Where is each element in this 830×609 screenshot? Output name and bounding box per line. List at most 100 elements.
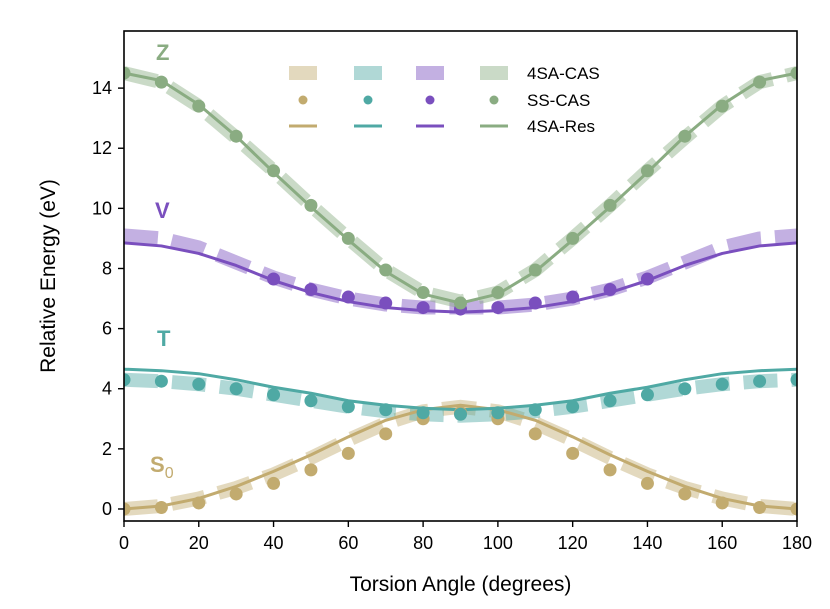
ss-point-z bbox=[603, 198, 617, 212]
ss-point-z bbox=[229, 129, 243, 143]
ss-point-z bbox=[491, 286, 505, 300]
y-axis-label: Relative Energy (eV) bbox=[37, 179, 60, 373]
ss-point-z bbox=[379, 263, 393, 277]
ss-point-t bbox=[454, 407, 467, 421]
ss-point-s0 bbox=[229, 487, 243, 501]
ss-point-s0 bbox=[304, 463, 318, 477]
legend-ss-swatch-v bbox=[425, 95, 435, 105]
ss-point-z bbox=[640, 164, 654, 178]
ss-point-s0 bbox=[790, 502, 797, 516]
ss-point-s0 bbox=[566, 446, 580, 460]
ss-point-z bbox=[267, 164, 281, 178]
plot-layer bbox=[124, 66, 797, 516]
ss-point-t bbox=[753, 374, 767, 388]
legend: 4SA-CAS SS-CAS 4SA-Res bbox=[289, 64, 600, 136]
ss-point-t bbox=[304, 394, 318, 408]
x-tick-label: 180 bbox=[782, 533, 812, 553]
ss-point-s0 bbox=[192, 496, 206, 510]
ss-point-s0 bbox=[379, 427, 393, 441]
ss-point-t bbox=[678, 382, 692, 396]
ss-point-z bbox=[341, 231, 355, 245]
ss-point-t bbox=[229, 382, 243, 396]
state-label-z: Z bbox=[156, 40, 169, 65]
ss-point-t bbox=[603, 394, 617, 408]
state-label-base: V bbox=[155, 198, 170, 223]
ss-point-t bbox=[715, 377, 729, 391]
state-label-v: V bbox=[155, 198, 170, 223]
legend-ss-swatch-s0 bbox=[298, 95, 308, 105]
ss-point-v bbox=[267, 272, 281, 286]
ss-point-t bbox=[154, 374, 168, 388]
ss-point-t bbox=[566, 400, 580, 414]
state-label-base: S bbox=[150, 452, 165, 477]
ss-point-s0 bbox=[267, 476, 281, 490]
x-tick-label: 40 bbox=[264, 533, 284, 553]
ss-point-t bbox=[491, 406, 505, 420]
ss-point-v bbox=[341, 290, 355, 304]
x-tick-label: 60 bbox=[338, 533, 358, 553]
legend-ss-swatch-t bbox=[363, 95, 373, 105]
ss-point-s0 bbox=[341, 446, 355, 460]
ss-point-t bbox=[640, 388, 654, 402]
ss-point-s0 bbox=[528, 427, 542, 441]
ss-point-t bbox=[192, 377, 206, 391]
ss-point-s0 bbox=[603, 463, 617, 477]
ss-point-z bbox=[566, 231, 580, 245]
ss-point-s0 bbox=[124, 502, 131, 516]
x-tick-label: 160 bbox=[707, 533, 737, 553]
y-tick-label: 12 bbox=[92, 138, 112, 158]
ss-point-v bbox=[491, 301, 505, 315]
y-tick-label: 10 bbox=[92, 198, 112, 218]
ss-point-s0 bbox=[753, 500, 767, 514]
x-tick-label: 100 bbox=[483, 533, 513, 553]
state-labels: S0 T V Z bbox=[150, 40, 174, 482]
ss-point-s0 bbox=[640, 476, 654, 490]
ss-point-v bbox=[603, 283, 617, 297]
state-label-s0: S0 bbox=[150, 452, 174, 482]
ss-point-t bbox=[528, 403, 542, 417]
ss-point-v bbox=[379, 296, 393, 310]
ss-point-z bbox=[416, 286, 430, 300]
ss-point-s0 bbox=[678, 487, 692, 501]
state-label-base: Z bbox=[156, 40, 169, 65]
ss-point-z bbox=[192, 99, 206, 113]
x-tick-label: 0 bbox=[119, 533, 129, 553]
ss-point-t bbox=[341, 400, 355, 414]
ss-point-v bbox=[566, 290, 580, 304]
legend-label: SS-CAS bbox=[527, 91, 590, 110]
ss-point-t bbox=[416, 406, 430, 420]
legend-label: 4SA-Res bbox=[527, 117, 595, 136]
ss-point-z bbox=[124, 66, 131, 80]
cas-line-z bbox=[124, 66, 797, 309]
y-tick-label: 8 bbox=[102, 258, 112, 278]
state-label-subscript: 0 bbox=[165, 465, 174, 482]
ss-point-z bbox=[715, 99, 729, 113]
ss-point-v bbox=[640, 272, 654, 286]
x-axis-label: Torsion Angle (degrees) bbox=[350, 573, 572, 596]
ss-point-v bbox=[304, 283, 318, 297]
axes-layer: 0 20 40 60 80 100 120 140 160 180 0 2 4 6 8 10 12 14 Torsi… bbox=[37, 30, 812, 596]
ss-point-s0 bbox=[154, 500, 168, 514]
ss-point-t bbox=[790, 373, 797, 387]
x-tick-label: 120 bbox=[558, 533, 588, 553]
y-tick-label: 14 bbox=[92, 78, 112, 98]
ss-point-t bbox=[124, 373, 131, 387]
y-tick-label: 0 bbox=[102, 499, 112, 519]
ss-point-z bbox=[454, 296, 467, 310]
res-line-z bbox=[124, 71, 797, 305]
y-tick-label: 4 bbox=[102, 379, 112, 399]
x-tick-label: 140 bbox=[632, 533, 662, 553]
x-tick-label: 80 bbox=[413, 533, 433, 553]
ss-point-v bbox=[416, 301, 430, 315]
plot-frame bbox=[123, 30, 798, 522]
ss-point-z bbox=[154, 75, 168, 89]
ss-point-z bbox=[753, 75, 767, 89]
legend-ss-swatch-z bbox=[489, 95, 499, 105]
ss-point-z bbox=[790, 66, 797, 80]
ss-point-t bbox=[379, 403, 393, 417]
ss-point-z bbox=[528, 263, 542, 277]
res-line-s0 bbox=[124, 403, 797, 511]
ss-point-z bbox=[304, 198, 318, 212]
ss-point-v bbox=[528, 296, 542, 310]
